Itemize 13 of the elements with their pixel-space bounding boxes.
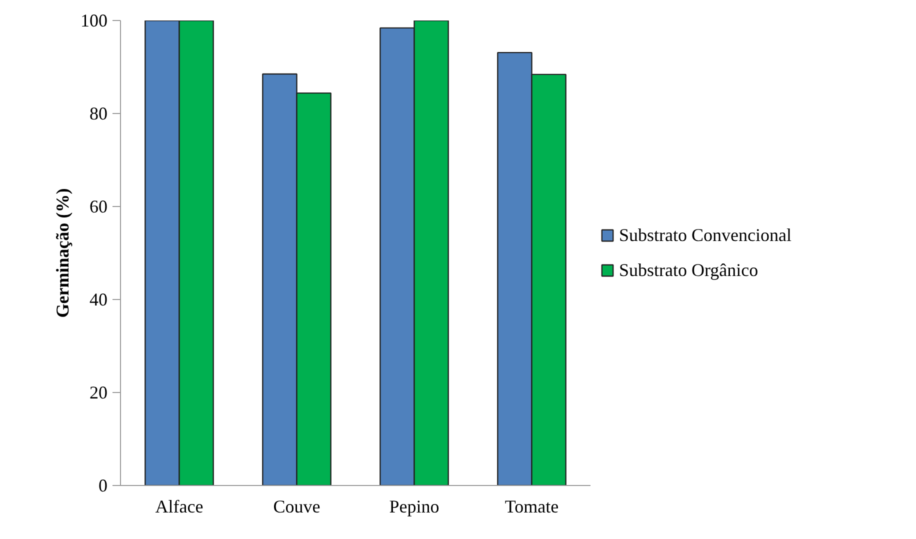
y-tick-label: 0: [98, 476, 108, 496]
y-tick-label: 100: [80, 10, 108, 30]
x-tick-label: Pepino: [389, 496, 440, 516]
y-tick-label: 40: [90, 290, 108, 310]
legend-label: Substrato Convencional: [619, 224, 792, 246]
y-tick-label: 80: [90, 104, 108, 124]
y-axis-title: Germinação (%): [52, 188, 72, 318]
y-tick-label: 20: [90, 382, 108, 402]
legend-label: Substrato Orgânico: [619, 260, 758, 280]
y-tick-label: 60: [90, 196, 108, 216]
x-tick-label: Couve: [273, 496, 320, 516]
x-tick-label: Tomate: [504, 496, 559, 516]
x-tick-label: Alface: [155, 496, 204, 516]
